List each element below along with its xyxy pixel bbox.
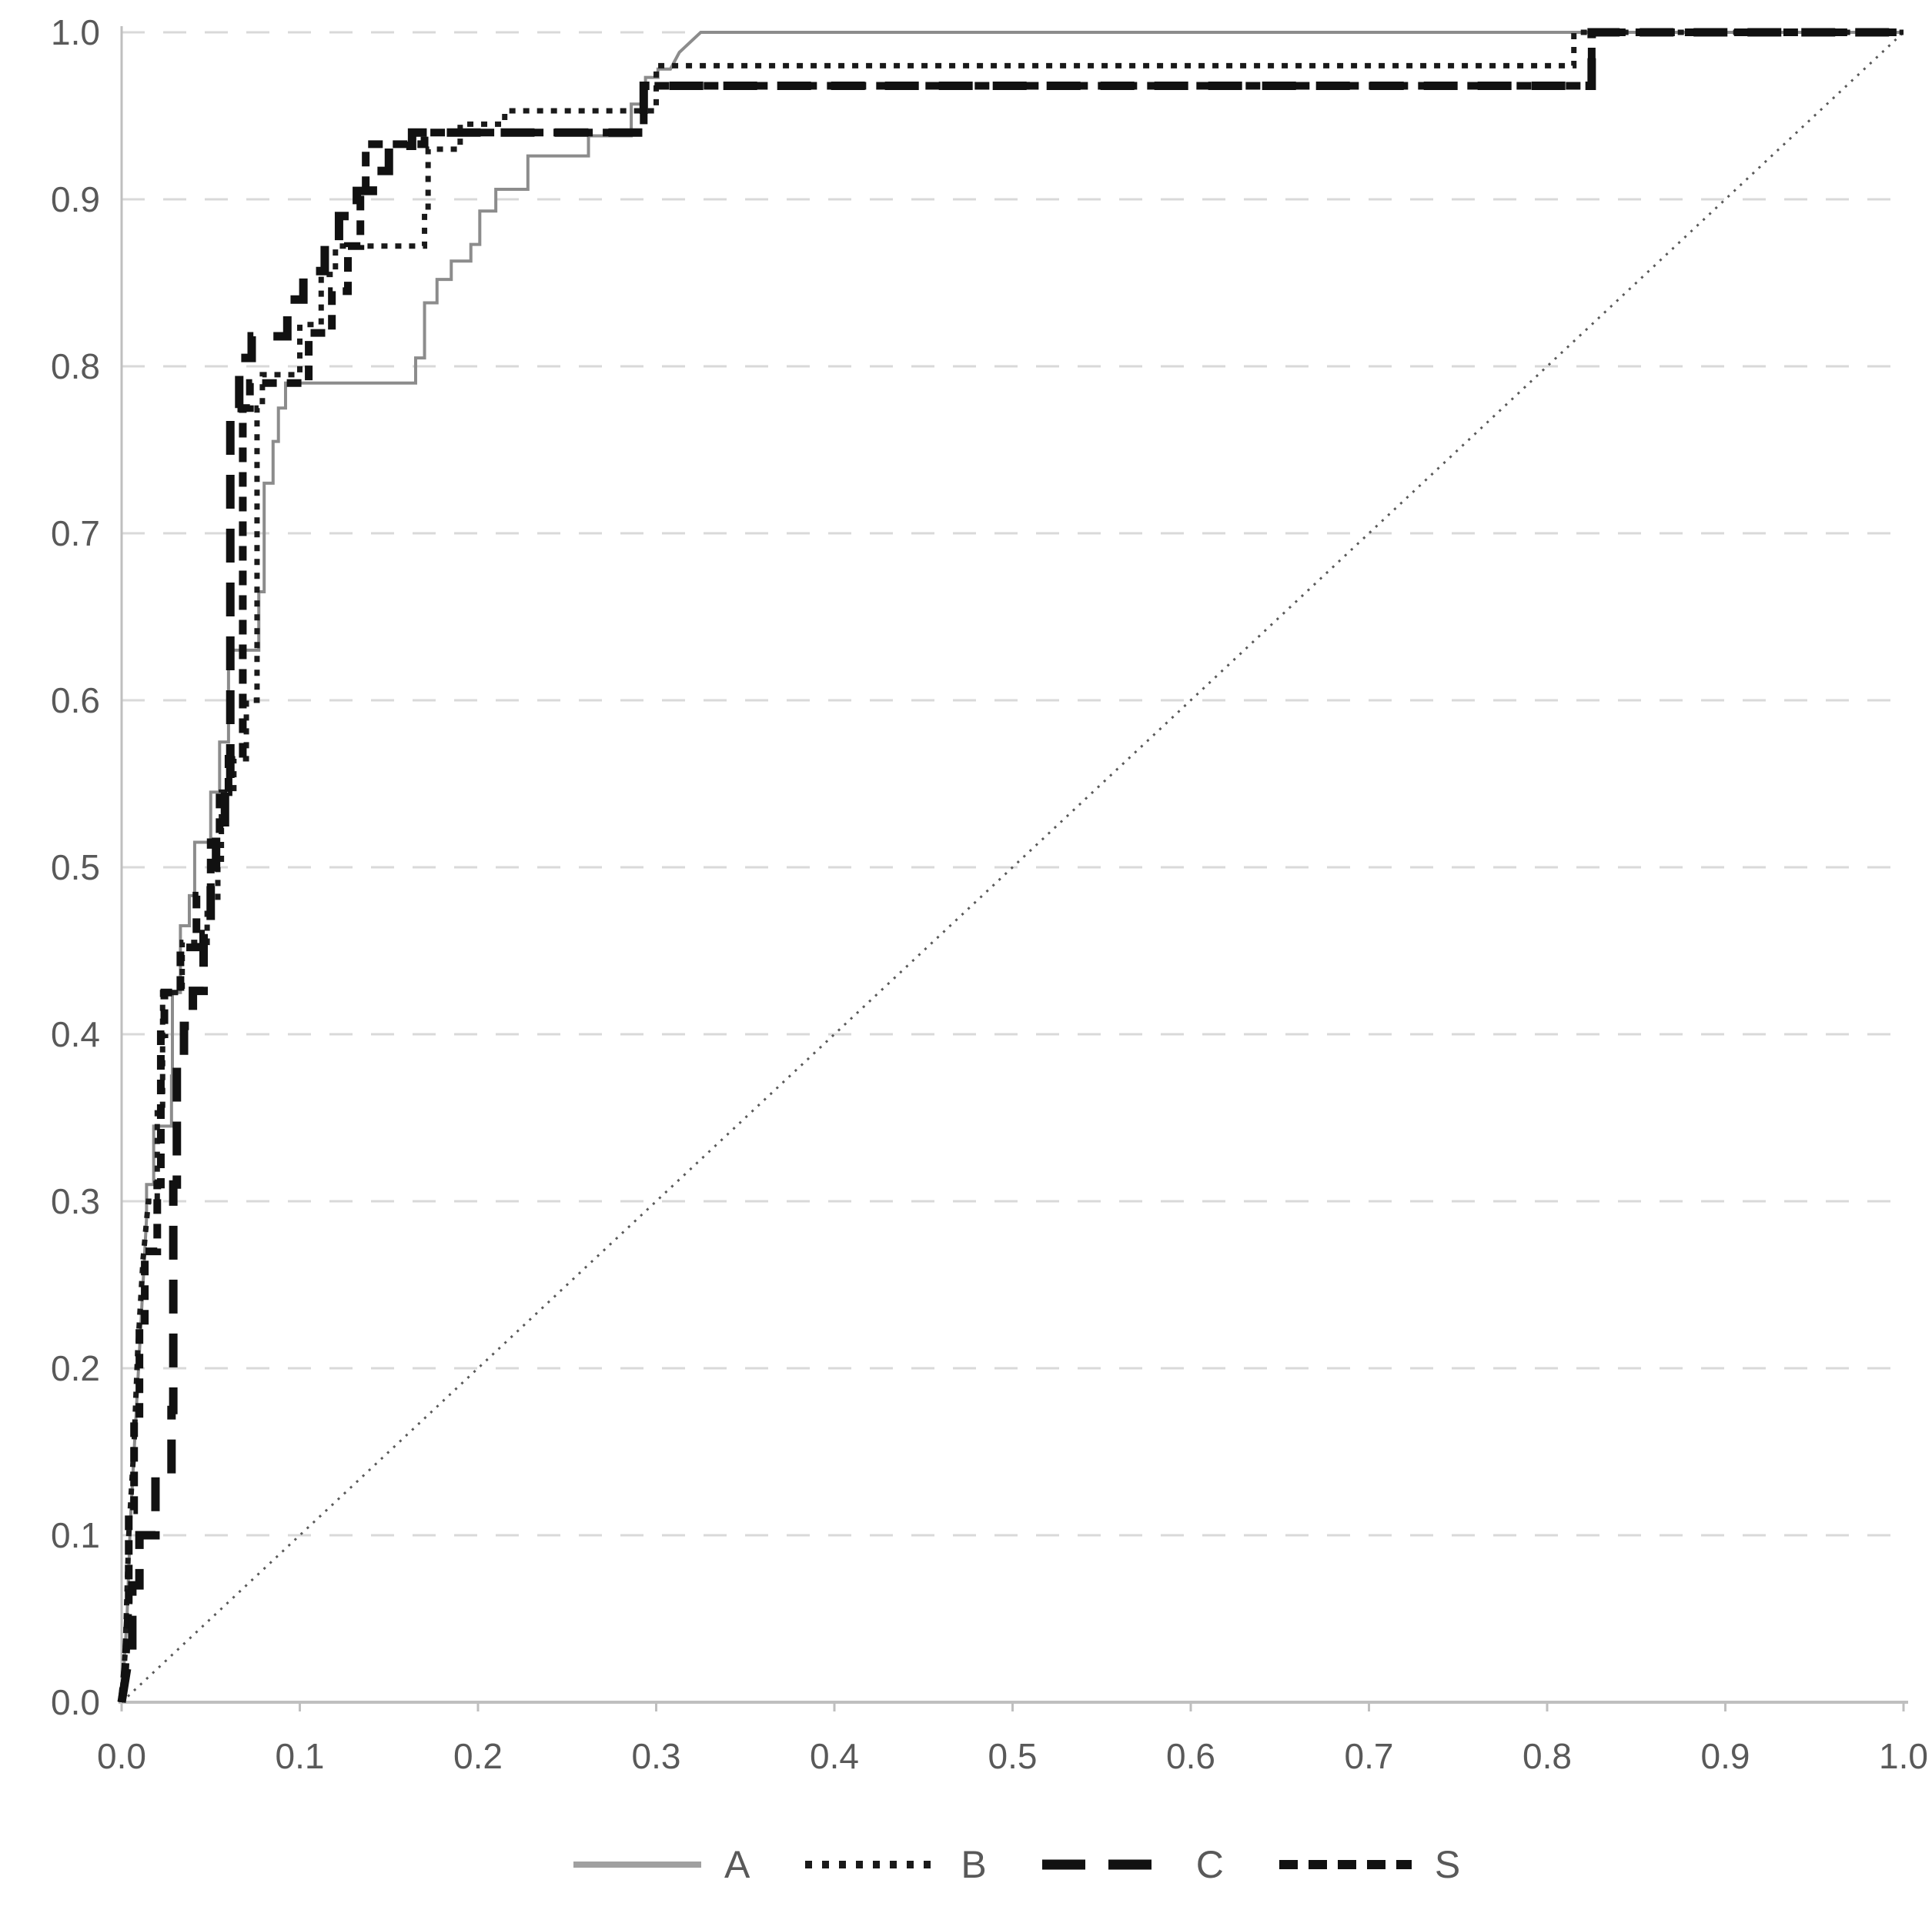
legend-line-sample-b <box>805 1861 938 1868</box>
legend-line-sample-a <box>573 1862 701 1868</box>
y-tick-label-1.0: 1.0 <box>51 12 100 52</box>
x-tick-label-1.0: 1.0 <box>1879 1736 1928 1776</box>
y-tick-label-0.3: 0.3 <box>51 1181 100 1221</box>
y-tick-label-0.0: 0.0 <box>51 1682 100 1722</box>
y-tick-label-0.9: 0.9 <box>51 179 100 219</box>
legend-item-c: C <box>1041 1843 1224 1886</box>
x-tick-label-0.6: 0.6 <box>1166 1736 1215 1776</box>
legend-label-b: B <box>961 1843 987 1886</box>
x-tick-label-0.7: 0.7 <box>1345 1736 1394 1776</box>
x-tick-label-0.4: 0.4 <box>810 1736 859 1776</box>
x-tick-label-0.3: 0.3 <box>632 1736 681 1776</box>
y-tick-label-0.1: 0.1 <box>51 1515 100 1555</box>
y-tick-label-0.5: 0.5 <box>51 847 100 887</box>
x-tick-label-0.1: 0.1 <box>276 1736 325 1776</box>
chance-diagonal <box>120 31 1905 1704</box>
y-axis-labels: 0.0 0.1 0.2 0.3 0.4 0.5 0.6 0.7 0.8 0.9 1.0 <box>51 12 100 1722</box>
y-tick-label-0.6: 0.6 <box>51 680 100 720</box>
gridlines <box>122 31 1904 1537</box>
x-tick-label-0.5: 0.5 <box>988 1736 1038 1776</box>
legend-line-sample-s <box>1279 1860 1412 1869</box>
y-tick-label-0.4: 0.4 <box>51 1014 100 1054</box>
x-tick-label-0.2: 0.2 <box>453 1736 503 1776</box>
legend-item-b: B <box>805 1843 987 1886</box>
chart-legend: A B C S <box>573 1838 1460 1892</box>
legend-line-sample-c <box>1041 1859 1173 1870</box>
legend-item-a: A <box>573 1845 750 1884</box>
x-tick-label-0.8: 0.8 <box>1523 1736 1572 1776</box>
y-tick-label-0.7: 0.7 <box>51 513 100 553</box>
legend-label-c: C <box>1195 1843 1224 1886</box>
y-tick-label-0.2: 0.2 <box>51 1348 100 1388</box>
legend-label-s: S <box>1434 1843 1461 1886</box>
chance-diagonal-line <box>120 31 1905 1704</box>
series-line-A <box>120 31 1904 1703</box>
series-lines <box>117 28 1904 1703</box>
y-tick-label-0.8: 0.8 <box>51 346 100 386</box>
x-tick-label-0.9: 0.9 <box>1701 1736 1750 1776</box>
x-tick-label-0.0: 0.0 <box>97 1736 146 1776</box>
x-axis-labels: 0.0 0.1 0.2 0.3 0.4 0.5 0.6 0.7 0.8 0.9 1.0 <box>97 1736 1928 1776</box>
legend-label-a: A <box>724 1843 750 1886</box>
legend-item-s: S <box>1279 1845 1460 1884</box>
series-line-C <box>117 28 1904 1703</box>
axes <box>119 26 1908 1711</box>
